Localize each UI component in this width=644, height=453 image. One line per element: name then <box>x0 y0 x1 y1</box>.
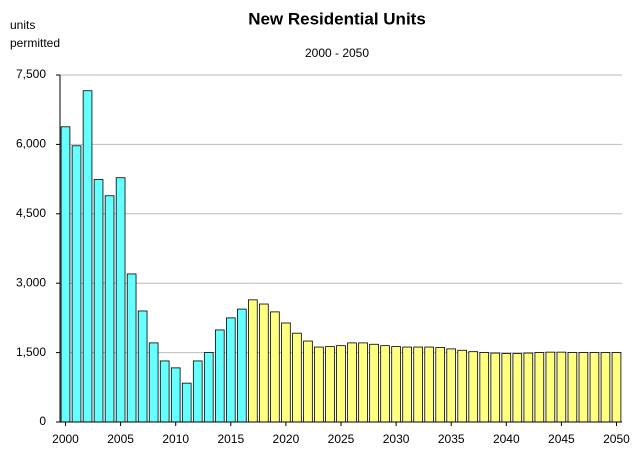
bar <box>457 349 468 423</box>
bar <box>468 351 479 423</box>
bar <box>237 308 247 423</box>
bar <box>104 195 115 423</box>
x-tick-label: 2020 <box>273 432 300 446</box>
bar <box>303 340 313 423</box>
bar <box>501 353 512 423</box>
y-axis-label: permitted <box>10 36 60 50</box>
bar <box>600 352 611 423</box>
y-tick-label: 4,500 <box>16 206 46 220</box>
bar <box>170 367 181 423</box>
bar <box>369 343 379 423</box>
bar <box>203 352 214 423</box>
bar <box>413 346 423 423</box>
bar <box>402 346 412 423</box>
bar <box>578 352 589 423</box>
chart-title: New Residential Units <box>248 9 426 28</box>
bar <box>248 299 258 423</box>
bar <box>534 352 545 423</box>
y-tick-label: 1,500 <box>16 345 46 359</box>
x-tick-label: 2000 <box>52 432 79 446</box>
x-tick-label: 2025 <box>328 432 355 446</box>
bar <box>281 322 291 423</box>
bar <box>270 311 280 423</box>
bar <box>126 273 137 423</box>
bar <box>523 352 534 423</box>
bar <box>358 342 368 423</box>
bar <box>545 351 556 423</box>
bar <box>314 346 324 423</box>
x-tick-label: 2010 <box>162 432 189 446</box>
bar <box>347 342 357 423</box>
x-tick-label: 2045 <box>548 432 575 446</box>
chart-subtitle: 2000 - 2050 <box>305 46 369 60</box>
bar <box>71 145 82 423</box>
bar <box>148 342 159 423</box>
bar <box>259 303 269 423</box>
bar <box>490 352 501 423</box>
y-axis-label: units <box>10 18 35 32</box>
bar <box>446 348 457 423</box>
x-tick-label: 2005 <box>107 432 134 446</box>
y-tick-label: 3,000 <box>16 275 46 289</box>
x-tick-label: 2050 <box>603 432 630 446</box>
bar <box>589 352 600 423</box>
bar <box>214 329 225 423</box>
bar <box>60 126 71 423</box>
bar <box>435 347 445 423</box>
bar <box>380 345 390 423</box>
y-tick-label: 7,500 <box>16 67 46 81</box>
bar <box>336 345 346 423</box>
bar <box>192 360 203 423</box>
bar <box>292 332 302 423</box>
bar <box>115 177 126 423</box>
x-tick-label: 2030 <box>383 432 410 446</box>
y-tick-label: 6,000 <box>16 137 46 151</box>
bar <box>325 346 335 423</box>
bar <box>225 317 236 423</box>
x-tick-label: 2040 <box>493 432 520 446</box>
y-tick-label: 0 <box>39 414 46 428</box>
bar <box>181 382 192 423</box>
bar <box>159 360 170 423</box>
bar <box>479 352 490 423</box>
bar <box>391 346 401 423</box>
x-tick-label: 2035 <box>438 432 465 446</box>
bar <box>512 353 523 423</box>
bar <box>567 352 578 423</box>
bar <box>424 346 434 423</box>
bar <box>611 352 622 423</box>
bar <box>556 351 567 423</box>
x-tick-label: 2015 <box>217 432 244 446</box>
bar <box>82 90 93 423</box>
bar <box>93 179 104 423</box>
bar <box>137 310 148 423</box>
